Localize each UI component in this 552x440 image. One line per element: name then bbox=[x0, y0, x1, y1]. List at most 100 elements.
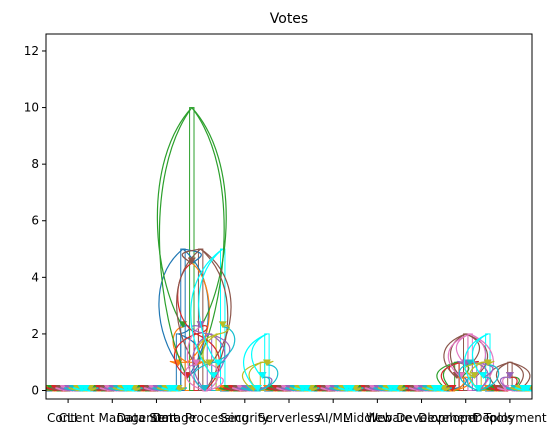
x-tick-label: Data Processing bbox=[152, 411, 249, 425]
connector-arc bbox=[463, 333, 489, 391]
connector-arc bbox=[167, 387, 179, 392]
connector-arrowhead bbox=[218, 321, 227, 328]
connector-arc bbox=[300, 387, 312, 392]
connector-arc bbox=[243, 333, 268, 391]
connector-arc bbox=[257, 364, 279, 392]
x-tick-label: Content Management bbox=[47, 411, 178, 425]
connector-arrowhead bbox=[302, 385, 311, 392]
connector-arrowhead bbox=[346, 385, 355, 392]
connector-arrowhead bbox=[395, 385, 404, 392]
connector-arrowhead bbox=[130, 385, 139, 392]
chart-title: Votes bbox=[270, 11, 308, 27]
connector-arc bbox=[172, 326, 188, 363]
connector-arrowhead bbox=[263, 359, 271, 367]
connector-arc bbox=[192, 333, 210, 391]
x-tick-label: Deployment bbox=[473, 411, 547, 425]
connector-arc bbox=[495, 361, 511, 391]
connector-arc bbox=[478, 364, 500, 392]
connector-arc bbox=[182, 248, 210, 379]
connector-arc bbox=[200, 248, 232, 366]
connector-arrowhead bbox=[254, 385, 262, 392]
connector-arc bbox=[443, 333, 466, 379]
connector-arc bbox=[158, 248, 184, 366]
connector-arc bbox=[251, 333, 268, 379]
bar bbox=[189, 107, 195, 392]
y-tick-label: 10 bbox=[24, 101, 39, 115]
connector-arc bbox=[432, 387, 444, 392]
connector-arc bbox=[79, 387, 91, 392]
connector-arrowhead bbox=[214, 359, 223, 367]
connector-arrowhead bbox=[174, 385, 183, 392]
connector-arrowhead bbox=[435, 385, 444, 392]
connector-arrowhead bbox=[523, 385, 532, 392]
connector-arc bbox=[471, 333, 489, 379]
connector-arrowhead bbox=[205, 359, 214, 367]
y-tick-label: 12 bbox=[24, 44, 39, 58]
y-tick-label: 6 bbox=[31, 214, 39, 228]
connector-arrowhead bbox=[170, 385, 179, 392]
x-tick-label: CLI bbox=[59, 411, 78, 425]
connector-arc bbox=[190, 248, 224, 379]
connector-arc bbox=[465, 333, 489, 379]
connector-arrowhead bbox=[201, 385, 209, 392]
connector-arrowhead bbox=[307, 385, 315, 392]
connector-arc bbox=[156, 107, 193, 328]
x-tick-label: Middleware bbox=[343, 411, 412, 425]
connector-arrowhead bbox=[479, 372, 488, 379]
plot-frame bbox=[45, 33, 533, 400]
connector-arrowhead bbox=[351, 385, 360, 392]
x-tick-label: Data Storage bbox=[117, 411, 196, 425]
connector-arrowhead bbox=[466, 359, 475, 367]
connector-arrowhead bbox=[470, 372, 479, 379]
connector-arc bbox=[456, 361, 470, 379]
connector-arrowhead bbox=[210, 372, 218, 379]
y-tick-label: 4 bbox=[31, 270, 39, 284]
connector-arc bbox=[176, 248, 202, 366]
connector-arc bbox=[204, 376, 224, 392]
connector-arc bbox=[388, 387, 400, 392]
connector-arrowhead bbox=[179, 321, 187, 328]
connector-arc bbox=[173, 333, 197, 379]
connector-arc bbox=[177, 262, 197, 335]
x-tick-label: Web Development bbox=[366, 411, 477, 425]
x-tick-label: Developer Tools bbox=[418, 411, 513, 425]
connector-arc bbox=[521, 387, 532, 392]
y-tick-label: 8 bbox=[31, 157, 39, 171]
connector-arc bbox=[182, 248, 202, 264]
connector-arrowhead bbox=[506, 372, 514, 379]
connector-arc bbox=[241, 361, 263, 391]
connector-arrowhead bbox=[391, 385, 399, 392]
connector-arc bbox=[197, 333, 219, 366]
connector-arc bbox=[191, 107, 227, 328]
connector-arrowhead bbox=[86, 385, 95, 392]
connector-arc bbox=[123, 387, 135, 392]
y-tick-label: 2 bbox=[31, 327, 39, 341]
connector-arc bbox=[497, 387, 515, 392]
connector-arrowhead bbox=[258, 372, 267, 379]
connector-arc bbox=[466, 376, 480, 392]
connector-arc bbox=[449, 333, 466, 379]
connector-arrowhead bbox=[192, 359, 201, 367]
connector-arc bbox=[158, 107, 193, 379]
connector-arc bbox=[213, 326, 236, 363]
y-axis: 0 2 4 6 8 10 12 bbox=[24, 44, 46, 398]
connector-arrowhead bbox=[81, 385, 90, 392]
connector-arrowhead bbox=[483, 359, 492, 367]
x-tick-label: Security bbox=[220, 411, 269, 425]
connector-arc bbox=[198, 248, 224, 366]
plot-area bbox=[46, 107, 532, 392]
x-tick-label: AI/ML bbox=[317, 411, 350, 425]
x-tick-label: Serverless bbox=[258, 411, 321, 425]
connector-arc bbox=[218, 325, 230, 335]
connector-arrowhead bbox=[475, 385, 483, 392]
connector-arc bbox=[204, 364, 219, 392]
connector-arrowhead bbox=[126, 385, 134, 392]
connector-arc bbox=[344, 387, 356, 392]
y-tick-label: 0 bbox=[31, 384, 39, 398]
connector-arrowhead bbox=[439, 385, 448, 392]
connector-arc bbox=[196, 325, 208, 335]
connector-arrowhead bbox=[528, 385, 532, 392]
